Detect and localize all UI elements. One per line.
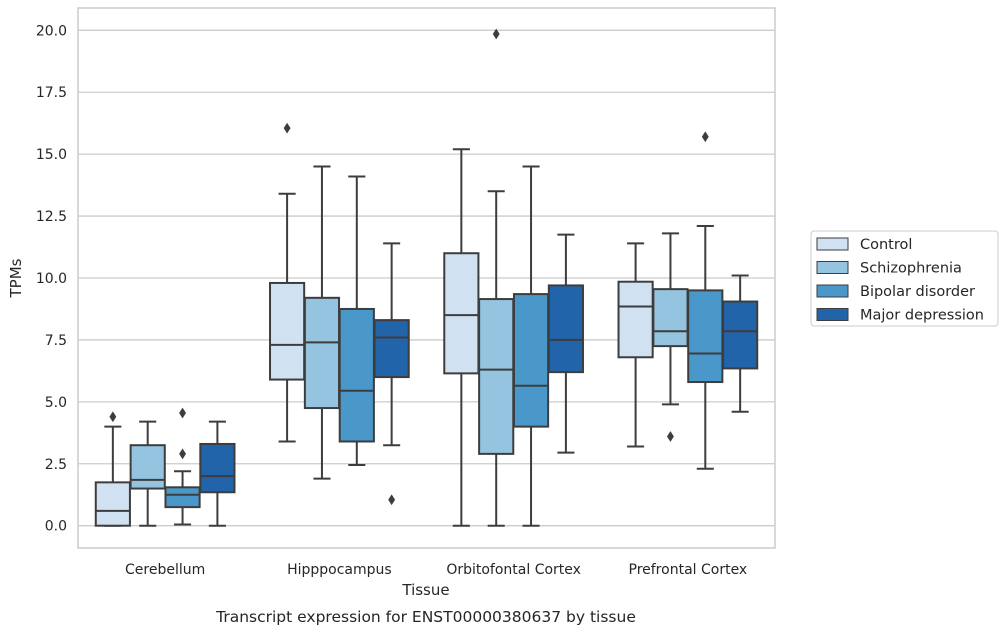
box-prefrontal-cortex [652,232,689,442]
x-tick-labels: Cerebellum Hipppocampus Orbitofontal Corte… [125,562,747,578]
series-bipolar-disorder [164,131,724,527]
box-orbitofontal-cortex [547,233,584,454]
box-cerebellum [129,420,166,527]
outlier-point [283,122,291,134]
box-orbitofontal-cortex [512,165,550,527]
outlier-point [388,494,396,506]
box-cerebellum [164,407,201,526]
legend: Control Schizophrenia Bipolar disorder Majo… [810,230,999,327]
box-orbitofontal-cortex [443,148,480,527]
y-tick-label: 12.5 [36,209,67,225]
series-major-depression [199,233,759,527]
outlier-point [109,411,117,423]
legend-frame [810,230,999,327]
y-tick-label: 7.5 [45,333,67,349]
legend-swatch [816,284,849,298]
x-tick-label: Orbitofontal Cortex [446,562,581,578]
y-tick-label: 10.0 [36,271,67,287]
outlier-point [492,28,500,40]
plot-area-frame [77,7,776,549]
iqr-box [94,481,131,527]
box-hipppocampus [303,165,341,480]
x-tick-label: Cerebellum [125,562,205,578]
gridlines [78,29,775,527]
x-axis-label: Tissue [401,581,449,599]
iqr-box [338,307,375,443]
iqr-box [722,300,759,370]
y-tick-label: 15.0 [36,147,67,163]
y-tick-label: 0.0 [45,519,67,535]
iqr-box [303,296,341,410]
box-prefrontal-cortex [687,131,724,470]
box-hipppocampus [338,175,375,467]
iqr-box [129,444,166,490]
y-tick-labels: 0.0 2.5 5.0 7.5 10.0 12.5 15.0 17.5 20.0 [36,23,67,534]
y-axis-label: TPMs [7,258,25,298]
iqr-box [443,252,480,375]
iqr-box [164,486,201,509]
legend-entry: Bipolar disorder [860,284,975,300]
legend-entry: Control [860,237,912,253]
iqr-box [512,293,550,428]
figure-caption: Transcript expression for ENST0000038063… [215,608,636,626]
series-schizophrenia [129,28,689,527]
y-tick-label: 2.5 [45,457,67,473]
y-tick-label: 20.0 [36,23,67,39]
iqr-box [547,284,584,374]
box-orbitofontal-cortex [478,28,515,527]
legend-swatch [816,308,849,321]
iqr-box [269,281,306,381]
legend-swatch [816,261,849,274]
outlier-point [667,431,674,442]
outlier-point [179,407,186,419]
outlier-point [701,131,709,143]
iqr-box [652,288,689,348]
iqr-box [687,289,724,384]
legend-entry: Schizophrenia [860,261,962,277]
iqr-box [373,319,410,379]
y-tick-label: 17.5 [36,85,67,101]
iqr-box [199,442,236,494]
outlier-point [179,448,186,460]
legend-entry: Major depression [860,308,984,324]
legend-swatch [816,237,849,251]
box-series-group [94,28,759,527]
iqr-box [617,280,654,359]
box-hipppocampus [373,242,410,506]
box-cerebellum [94,411,131,527]
box-prefrontal-cortex [617,242,654,448]
x-tick-label: Hipppocampus [287,562,392,578]
iqr-box [478,298,515,455]
series-control [94,122,654,527]
box-hipppocampus [269,122,306,443]
box-cerebellum [199,420,236,527]
x-tick-label: Prefrontal Cortex [629,562,748,578]
box-prefrontal-cortex [722,274,759,413]
y-tick-label: 5.0 [45,395,67,411]
